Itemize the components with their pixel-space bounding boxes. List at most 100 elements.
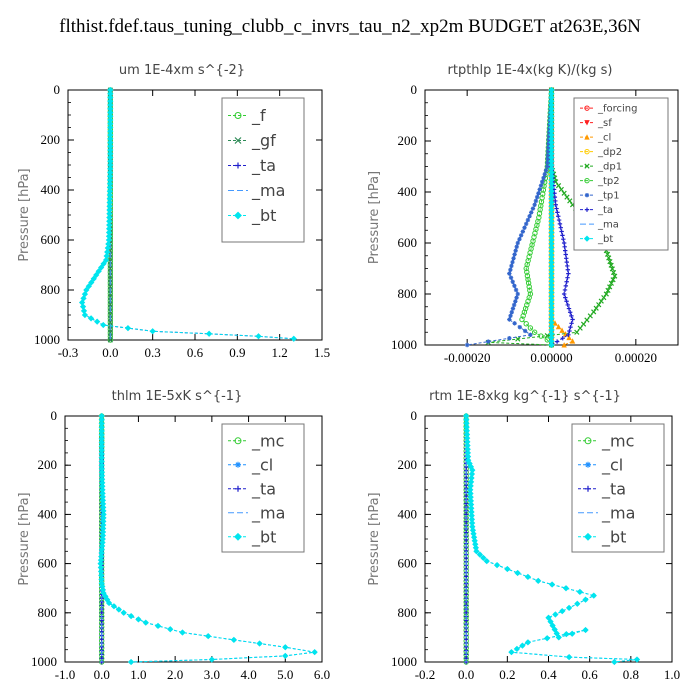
data-point bbox=[230, 636, 238, 643]
data-point bbox=[582, 626, 589, 634]
data-point bbox=[546, 141, 551, 146]
data-point bbox=[574, 600, 581, 607]
data-point bbox=[512, 321, 517, 326]
data-point bbox=[520, 229, 526, 234]
legend-label: _bt bbox=[251, 206, 276, 226]
data-point bbox=[567, 328, 572, 334]
legend-marker bbox=[584, 120, 590, 126]
legend-label: _ma bbox=[251, 181, 285, 201]
legend-label: _mc bbox=[251, 431, 284, 451]
data-point bbox=[607, 284, 613, 290]
data-point bbox=[205, 633, 212, 640]
data-point bbox=[555, 210, 560, 215]
data-point bbox=[542, 171, 547, 177]
data-point bbox=[124, 325, 132, 332]
data-point bbox=[541, 175, 546, 181]
data-point bbox=[524, 273, 531, 279]
data-point bbox=[557, 221, 563, 227]
data-point bbox=[511, 256, 516, 261]
data-point bbox=[558, 225, 563, 230]
y-tick-label: 1000 bbox=[31, 654, 57, 669]
data-point bbox=[565, 267, 571, 272]
data-point bbox=[95, 268, 102, 275]
data-point bbox=[566, 334, 572, 341]
x-tick-label: 2.0 bbox=[167, 667, 183, 682]
data-point bbox=[569, 313, 574, 319]
data-point bbox=[528, 332, 533, 337]
data-point bbox=[563, 630, 570, 638]
data-point bbox=[94, 318, 101, 325]
data-point bbox=[610, 269, 617, 276]
data-point bbox=[524, 639, 532, 646]
legend-marker bbox=[584, 437, 592, 445]
data-point bbox=[546, 145, 551, 150]
legend-label: _dp1 bbox=[597, 162, 622, 173]
x-tick-label: 0.00020 bbox=[615, 350, 657, 365]
data-point bbox=[564, 299, 569, 304]
data-point bbox=[570, 317, 575, 322]
y-tick-label: 0 bbox=[411, 82, 418, 97]
data-point bbox=[604, 251, 611, 257]
y-tick-label: 200 bbox=[398, 133, 418, 148]
data-point bbox=[529, 210, 534, 215]
data-point bbox=[527, 287, 533, 294]
x-tick-label: 1.2 bbox=[272, 345, 288, 360]
data-point bbox=[565, 263, 570, 269]
data-point bbox=[525, 276, 531, 283]
legend-marker bbox=[584, 192, 590, 198]
data-point bbox=[523, 265, 529, 272]
legend-label: _ta bbox=[251, 479, 276, 499]
legend-marker bbox=[234, 137, 242, 144]
legend-box bbox=[221, 97, 305, 243]
data-point bbox=[563, 252, 568, 257]
series-bt bbox=[548, 86, 555, 349]
data-point bbox=[87, 315, 95, 322]
data-point bbox=[561, 291, 567, 297]
data-point bbox=[609, 266, 615, 272]
y-tick-label: 0 bbox=[54, 82, 61, 97]
data-point bbox=[107, 337, 113, 343]
data-point bbox=[564, 259, 569, 265]
y-tick-label: 600 bbox=[38, 556, 58, 571]
data-point bbox=[567, 198, 573, 204]
x-tick-label: 0.4 bbox=[540, 667, 557, 682]
data-point bbox=[522, 225, 527, 230]
legend-label: _dp2 bbox=[597, 147, 622, 158]
data-point bbox=[552, 611, 559, 618]
data-point bbox=[545, 152, 551, 158]
data-point bbox=[473, 548, 480, 555]
data-point bbox=[93, 271, 100, 279]
data-point bbox=[135, 616, 142, 623]
data-point bbox=[464, 342, 470, 348]
data-point bbox=[538, 183, 544, 188]
data-point bbox=[98, 264, 105, 271]
data-point bbox=[524, 269, 530, 275]
data-point bbox=[545, 156, 550, 162]
data-point bbox=[486, 339, 491, 344]
data-point bbox=[612, 273, 618, 279]
data-point bbox=[81, 311, 89, 319]
data-point bbox=[561, 342, 567, 348]
data-point bbox=[509, 310, 514, 315]
data-point bbox=[154, 622, 162, 630]
legend-label: _mc bbox=[601, 431, 634, 451]
data-point bbox=[514, 244, 519, 250]
y-tick-label: 800 bbox=[41, 282, 61, 297]
data-point bbox=[545, 164, 550, 169]
legend-label: _sf bbox=[597, 118, 612, 129]
x-tick-label: 1.5 bbox=[314, 345, 330, 360]
y-tick-label: 1000 bbox=[391, 337, 417, 352]
data-point bbox=[510, 259, 515, 265]
panel-title: rtpthlp 1E-4x(kg K)/(kg s) bbox=[448, 63, 613, 78]
data-point bbox=[255, 333, 262, 340]
legend-marker bbox=[234, 532, 242, 541]
data-point bbox=[514, 295, 519, 300]
x-tick-label: 3.0 bbox=[204, 667, 220, 682]
y-tick-label: 200 bbox=[41, 132, 61, 147]
data-point bbox=[555, 183, 562, 189]
data-point bbox=[563, 248, 568, 253]
data-point bbox=[480, 554, 487, 561]
data-point bbox=[127, 658, 135, 666]
data-point bbox=[517, 236, 522, 242]
legend-marker bbox=[234, 211, 242, 220]
